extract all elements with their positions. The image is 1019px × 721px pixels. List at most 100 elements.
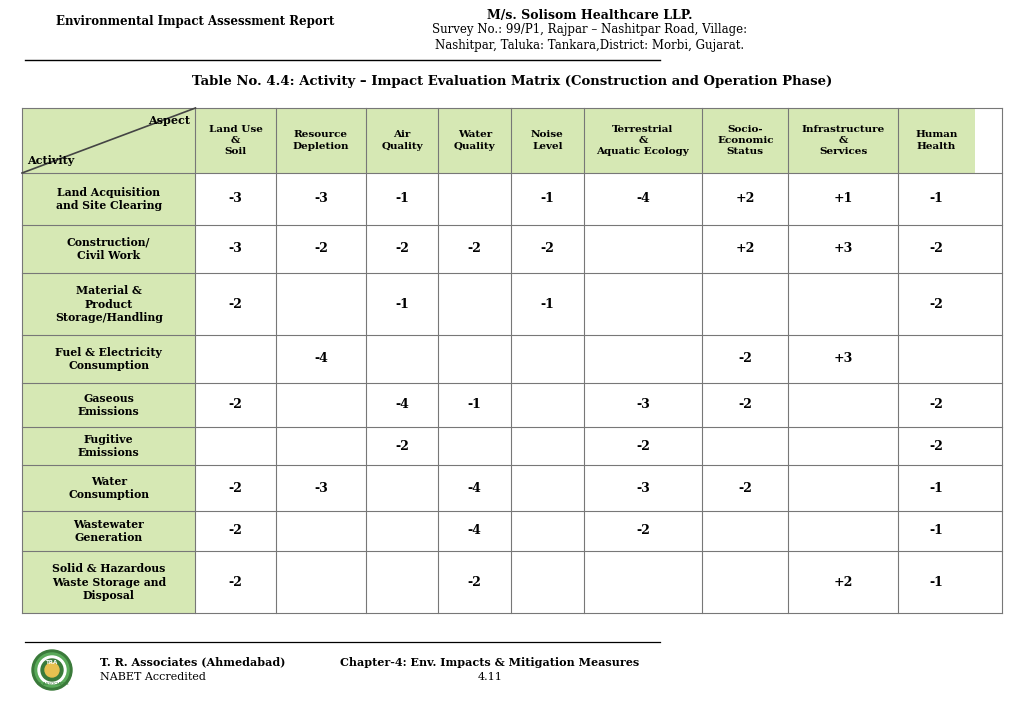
Text: Nashitpar, Taluka: Tankara,District: Morbi, Gujarat.: Nashitpar, Taluka: Tankara,District: Mor… [435, 38, 744, 51]
Text: -2: -2 [395, 440, 409, 453]
Text: -4: -4 [468, 524, 481, 537]
Text: -2: -2 [468, 575, 481, 588]
Bar [788, 273, 898, 335]
Bar [366, 225, 438, 273]
Text: -2: -2 [738, 482, 751, 495]
Bar [701, 173, 788, 225]
Text: -3: -3 [635, 399, 649, 412]
Circle shape [41, 659, 63, 681]
Text: -4: -4 [468, 482, 481, 495]
Text: Material &
Product
Storage/Handling: Material & Product Storage/Handling [55, 286, 162, 323]
Bar [701, 225, 788, 273]
Bar [701, 273, 788, 335]
Text: -4: -4 [635, 193, 649, 205]
Bar [275, 108, 366, 173]
Bar [788, 427, 898, 465]
Text: Socio-
Economic
Status: Socio- Economic Status [716, 125, 772, 156]
Bar [511, 465, 583, 511]
Bar [438, 108, 511, 173]
Bar [275, 335, 366, 383]
Text: Fuel & Electricity
Consumption: Fuel & Electricity Consumption [55, 347, 162, 371]
Circle shape [35, 653, 69, 687]
Bar [438, 173, 511, 225]
Text: Solid & Hazardous
Waste Storage and
Disposal: Solid & Hazardous Waste Storage and Disp… [52, 563, 166, 601]
Bar [898, 225, 973, 273]
Bar [196, 173, 275, 225]
Circle shape [38, 656, 66, 684]
Text: -1: -1 [540, 193, 553, 205]
Bar [583, 173, 701, 225]
Bar [22, 511, 196, 551]
Text: -2: -2 [635, 524, 649, 537]
Bar [196, 427, 275, 465]
Text: Aspect: Aspect [149, 115, 191, 125]
Bar [701, 511, 788, 551]
Bar [511, 173, 583, 225]
Text: -2: -2 [928, 399, 943, 412]
Text: -1: -1 [395, 193, 409, 205]
Bar [583, 427, 701, 465]
Text: -4: -4 [314, 353, 327, 366]
Bar [275, 173, 366, 225]
Bar [788, 383, 898, 427]
Text: -2: -2 [540, 242, 553, 255]
Text: -1: -1 [928, 193, 943, 205]
Text: Fugitive
Emissions: Fugitive Emissions [77, 434, 140, 458]
Bar [22, 273, 196, 335]
Text: Land Use
&
Soil: Land Use & Soil [209, 125, 262, 156]
Bar [275, 383, 366, 427]
Bar [701, 383, 788, 427]
Bar [788, 173, 898, 225]
Bar [701, 108, 788, 173]
Bar [898, 108, 973, 173]
Text: +1: +1 [833, 193, 852, 205]
Bar [196, 511, 275, 551]
Text: Table No. 4.4: Activity – Impact Evaluation Matrix (Construction and Operation P: Table No. 4.4: Activity – Impact Evaluat… [192, 76, 832, 89]
Text: -2: -2 [928, 440, 943, 453]
Bar [898, 551, 973, 613]
Bar [511, 427, 583, 465]
Bar [22, 225, 196, 273]
Text: Gaseous
Emissions: Gaseous Emissions [77, 393, 140, 417]
Bar [583, 551, 701, 613]
Bar [438, 383, 511, 427]
Text: -1: -1 [540, 298, 553, 311]
Text: -3: -3 [228, 193, 243, 205]
Bar [275, 427, 366, 465]
Bar [788, 551, 898, 613]
Text: -2: -2 [228, 575, 243, 588]
Bar [22, 465, 196, 511]
Bar [366, 465, 438, 511]
Text: Terrestrial
&
Aquatic Ecology: Terrestrial & Aquatic Ecology [596, 125, 689, 156]
Text: -2: -2 [228, 524, 243, 537]
Bar [438, 551, 511, 613]
Bar [196, 551, 275, 613]
Bar [366, 383, 438, 427]
Circle shape [32, 650, 72, 690]
Bar [701, 427, 788, 465]
Text: -3: -3 [314, 193, 327, 205]
Bar [438, 511, 511, 551]
Text: -2: -2 [228, 482, 243, 495]
Text: NABET Accredited: NABET Accredited [100, 672, 206, 682]
Text: -2: -2 [928, 242, 943, 255]
Bar [366, 335, 438, 383]
Bar [788, 108, 898, 173]
Bar [898, 273, 973, 335]
Bar [275, 465, 366, 511]
Text: -2: -2 [314, 242, 327, 255]
Bar [898, 335, 973, 383]
Bar [275, 273, 366, 335]
Bar [196, 335, 275, 383]
Text: Land Acquisition
and Site Clearing: Land Acquisition and Site Clearing [56, 187, 162, 211]
Bar [511, 551, 583, 613]
Text: -3: -3 [314, 482, 327, 495]
Bar [788, 335, 898, 383]
Text: M/s. Solisom Healthcare LLP.: M/s. Solisom Healthcare LLP. [487, 9, 692, 22]
Bar [788, 225, 898, 273]
Bar [438, 465, 511, 511]
Text: 4.11: 4.11 [477, 672, 502, 682]
Text: -1: -1 [928, 575, 943, 588]
Bar [196, 108, 275, 173]
Text: -2: -2 [635, 440, 649, 453]
